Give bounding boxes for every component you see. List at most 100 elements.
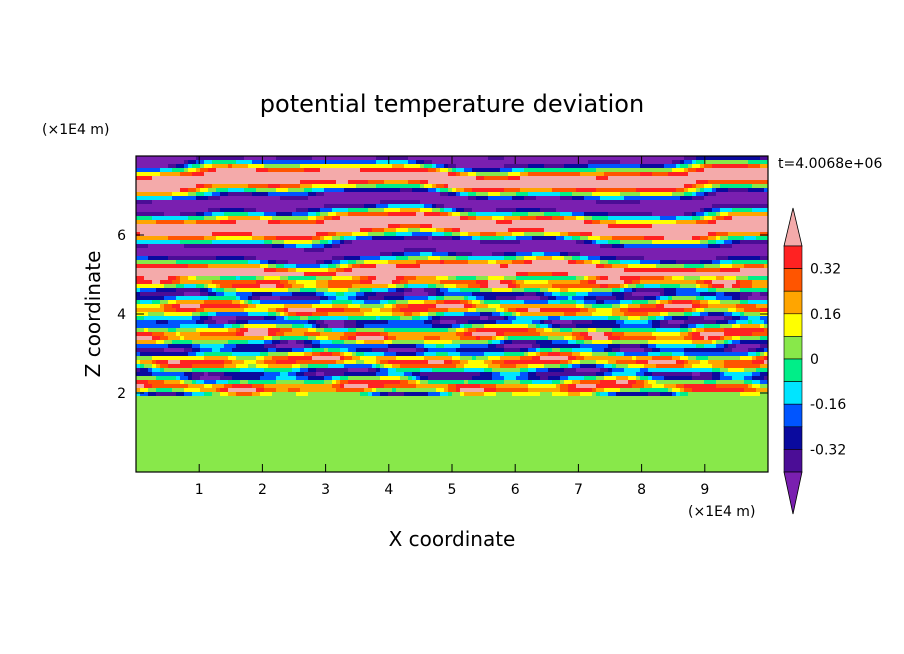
field-cell — [588, 180, 593, 185]
field-cell — [556, 172, 561, 177]
field-cell — [732, 260, 737, 265]
field-cell — [440, 156, 445, 161]
field-cell — [356, 224, 361, 229]
field-cell — [456, 236, 461, 241]
field-cell — [564, 256, 569, 261]
field-cell — [212, 172, 217, 177]
field-cell — [452, 224, 457, 229]
field-cell — [388, 224, 393, 229]
field-cell — [144, 248, 149, 253]
field-cell — [240, 180, 245, 185]
field-cell — [168, 260, 173, 265]
field-cell — [512, 280, 517, 285]
field-cell — [328, 212, 333, 217]
field-cell — [332, 232, 337, 237]
field-cell — [676, 204, 681, 209]
field-cell — [212, 176, 217, 181]
field-cell — [448, 208, 453, 213]
field-cell — [308, 204, 313, 209]
field-cell — [312, 240, 317, 245]
field-cell — [244, 244, 249, 249]
field-cell — [692, 216, 697, 221]
field-cell — [368, 188, 373, 193]
field-cell — [156, 224, 161, 229]
field-cell — [672, 272, 677, 277]
field-cell — [540, 160, 545, 165]
field-cell — [516, 204, 521, 209]
field-cell — [216, 160, 221, 165]
field-cell — [272, 228, 277, 233]
field-cell — [284, 236, 289, 241]
field-cell — [236, 268, 241, 273]
field-cell — [496, 272, 501, 277]
field-cell — [724, 220, 729, 225]
field-cell — [428, 188, 433, 193]
field-cell — [380, 236, 385, 241]
field-cell — [448, 260, 453, 265]
field-cell — [420, 216, 425, 221]
field-cell — [676, 176, 681, 181]
field-cell — [320, 248, 325, 253]
field-cell — [200, 168, 205, 173]
field-cell — [416, 220, 421, 225]
field-cell — [168, 252, 173, 257]
field-cell — [288, 272, 293, 277]
field-cell — [320, 232, 325, 237]
field-cell — [432, 256, 437, 261]
field-cell — [296, 232, 301, 237]
field-cell — [752, 252, 757, 257]
field-cell — [240, 156, 245, 161]
field-cell — [336, 256, 341, 261]
field-cell — [740, 264, 745, 269]
field-cell — [516, 276, 521, 281]
field-cell — [480, 180, 485, 185]
field-cell — [736, 200, 741, 205]
field-cell — [636, 156, 641, 161]
field-cell — [316, 168, 321, 173]
field-cell — [452, 188, 457, 193]
field-cell — [200, 192, 205, 197]
field-cell — [676, 268, 681, 273]
field-cell — [220, 184, 225, 189]
field-cell — [192, 200, 197, 205]
field-cell — [672, 232, 677, 237]
field-cell — [424, 192, 429, 197]
field-cell — [400, 188, 405, 193]
field-cell — [392, 156, 397, 161]
field-cell — [592, 220, 597, 225]
field-cell — [344, 168, 349, 173]
field-cell — [740, 224, 745, 229]
field-cell — [212, 180, 217, 185]
field-cell — [480, 280, 485, 285]
field-cell — [740, 240, 745, 245]
field-cell — [716, 236, 721, 241]
field-cell — [204, 256, 209, 261]
field-cell — [184, 248, 189, 253]
field-cell — [456, 216, 461, 221]
field-cell — [752, 204, 757, 209]
field-cell — [496, 176, 501, 181]
field-cell — [612, 180, 617, 185]
field-cell — [672, 236, 677, 241]
field-cell — [472, 232, 477, 237]
field-cell — [456, 208, 461, 213]
field-cell — [468, 252, 473, 257]
field-cell — [144, 224, 149, 229]
field-cell — [352, 244, 357, 249]
field-cell — [460, 244, 465, 249]
field-cell — [344, 216, 349, 221]
field-cell — [448, 172, 453, 177]
field-cell — [616, 220, 621, 225]
field-cell — [472, 204, 477, 209]
field-cell — [164, 268, 169, 273]
field-cell — [736, 156, 741, 161]
field-cell — [504, 268, 509, 273]
field-cell — [512, 260, 517, 265]
field-cell — [696, 208, 701, 213]
field-cell — [416, 232, 421, 237]
field-cell — [304, 156, 309, 161]
field-cell — [584, 220, 589, 225]
field-cell — [416, 208, 421, 213]
field-cell — [360, 192, 365, 197]
field-cell — [444, 156, 449, 161]
